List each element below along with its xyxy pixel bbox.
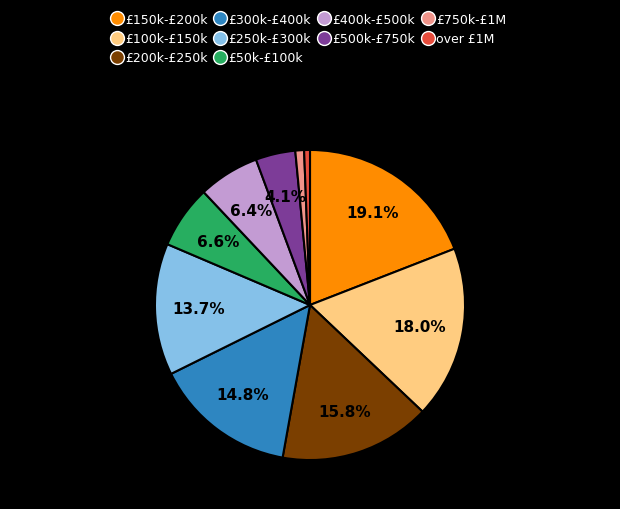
Wedge shape [155, 245, 310, 374]
Text: 6.6%: 6.6% [197, 234, 240, 249]
Text: 18.0%: 18.0% [393, 319, 446, 334]
Text: 4.1%: 4.1% [264, 189, 306, 204]
Wedge shape [304, 151, 310, 305]
Text: 6.4%: 6.4% [230, 203, 272, 218]
Wedge shape [256, 151, 310, 305]
Wedge shape [310, 151, 454, 305]
Wedge shape [204, 160, 310, 305]
Text: 13.7%: 13.7% [172, 301, 224, 316]
Text: 14.8%: 14.8% [216, 387, 269, 402]
Text: 19.1%: 19.1% [347, 206, 399, 221]
Wedge shape [171, 305, 310, 458]
Text: 15.8%: 15.8% [319, 404, 371, 419]
Wedge shape [295, 151, 310, 305]
Wedge shape [283, 305, 423, 460]
Legend: £150k-£200k, £100k-£150k, £200k-£250k, £300k-£400k, £250k-£300k, £50k-£100k, £40: £150k-£200k, £100k-£150k, £200k-£250k, £… [110, 10, 510, 69]
Wedge shape [167, 193, 310, 305]
Wedge shape [310, 249, 465, 412]
